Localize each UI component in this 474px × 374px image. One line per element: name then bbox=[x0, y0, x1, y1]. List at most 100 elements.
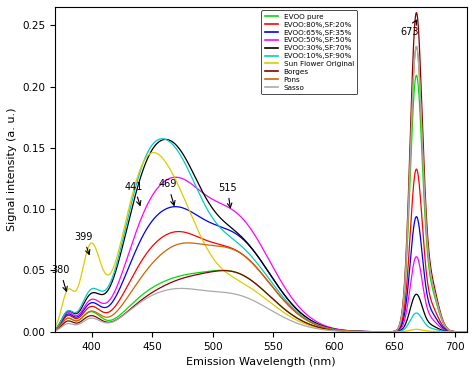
EVOO pure bbox=[211, 269, 217, 273]
EVOO:10%,SF:90% bbox=[229, 236, 235, 241]
Borges bbox=[414, 10, 419, 15]
EVOO:50%,SF:50% bbox=[466, 329, 472, 334]
Sun Flower Original bbox=[100, 266, 105, 270]
Line: Pons: Pons bbox=[55, 46, 469, 332]
EVOO:30%,SF:70% bbox=[124, 226, 130, 230]
Line: EVOO:50%,SF:50%: EVOO:50%,SF:50% bbox=[55, 177, 469, 332]
Pons bbox=[466, 329, 472, 334]
Line: EVOO:30%,SF:70%: EVOO:30%,SF:70% bbox=[55, 140, 469, 332]
Sasso bbox=[459, 329, 465, 334]
Sun Flower Original bbox=[124, 213, 130, 218]
Sasso bbox=[124, 310, 130, 315]
Sasso bbox=[229, 291, 235, 296]
Line: Sasso: Sasso bbox=[55, 46, 469, 332]
Pons bbox=[100, 314, 105, 318]
EVOO:30%,SF:70% bbox=[414, 292, 419, 297]
EVOO pure bbox=[53, 328, 58, 332]
Borges bbox=[414, 11, 419, 16]
X-axis label: Emission Wavelength (nm): Emission Wavelength (nm) bbox=[186, 357, 336, 367]
Borges bbox=[459, 329, 465, 334]
Text: 399: 399 bbox=[74, 232, 92, 254]
EVOO:65%,SF:35% bbox=[100, 305, 105, 309]
EVOO:65%,SF:35% bbox=[229, 229, 235, 234]
Pons bbox=[459, 329, 465, 334]
EVOO:65%,SF:35% bbox=[53, 327, 58, 332]
EVOO:65%,SF:35% bbox=[173, 205, 178, 209]
EVOO:10%,SF:90% bbox=[466, 329, 472, 334]
EVOO:30%,SF:70% bbox=[163, 137, 168, 142]
EVOO:10%,SF:90% bbox=[124, 219, 130, 224]
EVOO:10%,SF:90% bbox=[414, 311, 419, 315]
Sasso bbox=[53, 328, 58, 333]
EVOO:80%,SF:20% bbox=[53, 328, 58, 332]
Pons bbox=[211, 243, 217, 248]
Sun Flower Original bbox=[53, 324, 58, 329]
Borges bbox=[53, 328, 58, 332]
Line: Borges: Borges bbox=[55, 13, 469, 332]
EVOO:80%,SF:20% bbox=[124, 284, 130, 289]
Sun Flower Original bbox=[151, 150, 156, 155]
EVOO:30%,SF:70% bbox=[459, 329, 465, 334]
Line: EVOO:65%,SF:35%: EVOO:65%,SF:35% bbox=[55, 207, 469, 332]
EVOO:30%,SF:70% bbox=[211, 209, 217, 213]
EVOO:50%,SF:50% bbox=[211, 198, 217, 203]
EVOO:65%,SF:35% bbox=[124, 269, 130, 273]
EVOO:65%,SF:35% bbox=[211, 222, 217, 227]
EVOO:50%,SF:50% bbox=[100, 301, 105, 306]
Sasso bbox=[414, 44, 419, 49]
EVOO:10%,SF:90% bbox=[100, 289, 105, 293]
EVOO:80%,SF:20% bbox=[229, 246, 235, 251]
EVOO:10%,SF:90% bbox=[459, 329, 465, 334]
Pons bbox=[414, 44, 419, 49]
EVOO pure bbox=[100, 316, 105, 321]
EVOO:10%,SF:90% bbox=[159, 137, 165, 141]
EVOO pure bbox=[414, 74, 419, 78]
Sun Flower Original bbox=[459, 329, 465, 334]
EVOO:50%,SF:50% bbox=[53, 327, 58, 332]
EVOO:50%,SF:50% bbox=[459, 329, 465, 334]
EVOO:80%,SF:20% bbox=[100, 310, 105, 314]
Legend: EVOO pure, EVOO:80%,SF:20%, EVOO:65%,SF:35%, EVOO:50%,SF:50%, EVOO:30%,SF:70%, E: EVOO pure, EVOO:80%,SF:20%, EVOO:65%,SF:… bbox=[261, 10, 357, 94]
EVOO:30%,SF:70% bbox=[53, 327, 58, 331]
Sun Flower Original bbox=[229, 275, 235, 279]
Sasso bbox=[211, 289, 217, 294]
EVOO:80%,SF:20% bbox=[466, 329, 472, 334]
EVOO:65%,SF:35% bbox=[414, 215, 419, 219]
Sasso bbox=[466, 329, 472, 334]
Line: Sun Flower Original: Sun Flower Original bbox=[55, 153, 469, 332]
EVOO:80%,SF:20% bbox=[459, 329, 465, 334]
Sun Flower Original bbox=[466, 329, 472, 334]
Text: 469: 469 bbox=[159, 179, 177, 205]
EVOO:50%,SF:50% bbox=[124, 256, 130, 260]
EVOO:30%,SF:70% bbox=[100, 292, 105, 297]
Pons bbox=[53, 328, 58, 332]
Borges bbox=[124, 310, 130, 314]
Text: 380: 380 bbox=[51, 265, 69, 291]
EVOO:80%,SF:20% bbox=[211, 240, 217, 245]
EVOO:30%,SF:70% bbox=[229, 226, 235, 231]
EVOO:30%,SF:70% bbox=[466, 329, 472, 334]
Borges bbox=[100, 319, 105, 323]
EVOO:65%,SF:35% bbox=[466, 329, 472, 334]
EVOO:50%,SF:50% bbox=[414, 255, 419, 259]
Borges bbox=[466, 329, 472, 334]
EVOO:65%,SF:35% bbox=[459, 329, 465, 334]
EVOO pure bbox=[466, 329, 472, 334]
Line: EVOO:80%,SF:20%: EVOO:80%,SF:20% bbox=[55, 169, 469, 332]
EVOO:10%,SF:90% bbox=[211, 218, 217, 223]
Y-axis label: Signal intensity (a. u.): Signal intensity (a. u.) bbox=[7, 108, 17, 231]
EVOO:80%,SF:20% bbox=[414, 167, 419, 171]
Sasso bbox=[100, 320, 105, 324]
Sun Flower Original bbox=[211, 258, 217, 262]
EVOO:80%,SF:20% bbox=[414, 167, 419, 172]
Sun Flower Original bbox=[414, 327, 419, 331]
Text: 441: 441 bbox=[125, 182, 143, 205]
EVOO pure bbox=[124, 306, 130, 311]
Pons bbox=[229, 247, 235, 251]
EVOO:10%,SF:90% bbox=[53, 327, 58, 331]
Borges bbox=[229, 269, 235, 274]
Line: EVOO:10%,SF:90%: EVOO:10%,SF:90% bbox=[55, 139, 469, 332]
EVOO pure bbox=[229, 269, 235, 273]
Text: 673: 673 bbox=[401, 20, 419, 37]
EVOO:50%,SF:50% bbox=[173, 175, 179, 180]
